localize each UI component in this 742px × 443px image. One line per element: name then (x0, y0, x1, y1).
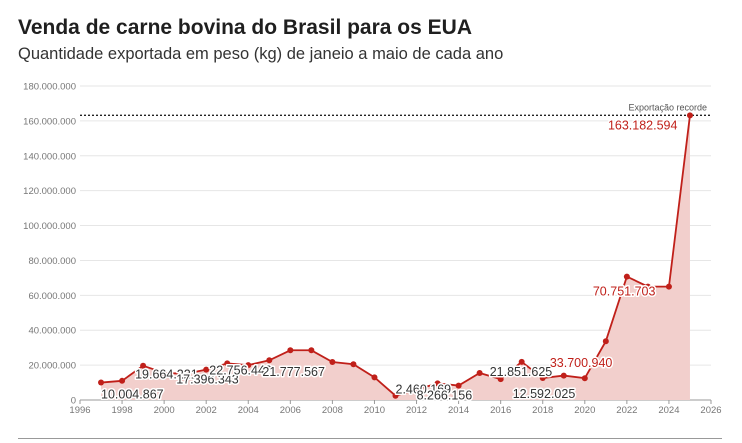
x-tick-label: 2004 (238, 405, 259, 416)
data-point (686, 112, 693, 119)
x-tick-label: 2024 (658, 405, 679, 416)
data-point (413, 386, 420, 393)
record-line-label: Exportação recorde (628, 102, 707, 112)
y-tick-label: 100.000.000 (23, 221, 76, 232)
data-point (560, 372, 567, 379)
data-point (497, 376, 504, 383)
data-labels-layer: 10.004.867 19.664.22117.396.34322.756.442… (100, 117, 679, 404)
y-tick-label: 20.000.000 (28, 361, 76, 372)
data-point (392, 392, 399, 399)
y-tick-label: 40.000.000 (28, 326, 76, 337)
data-label: 17.396.343 (176, 373, 239, 387)
data-label: 22.756.442 (209, 363, 272, 377)
y-tick-label: 140.000.000 (23, 151, 76, 162)
x-tick-label: 2026 (700, 405, 721, 416)
x-tick-label: 2016 (490, 405, 511, 416)
data-label: 10.004.867 (101, 388, 164, 402)
x-tick-label: 1998 (111, 405, 132, 416)
data-point (182, 370, 189, 377)
x-tick-label: 2022 (616, 405, 637, 416)
x-tick-label: 2014 (448, 405, 469, 416)
data-point (644, 283, 651, 290)
data-label: 19.664.221 (135, 368, 198, 382)
x-tick-label: 2000 (154, 405, 175, 416)
x-tick-label: 2006 (280, 405, 301, 416)
data-point (539, 375, 546, 382)
data-point (161, 369, 168, 376)
data-point (287, 347, 294, 354)
data-point (623, 273, 630, 280)
x-tick-label: 2018 (532, 405, 553, 416)
data-point (371, 374, 378, 381)
data-point (455, 382, 462, 389)
axis-labels: 0 20.000.000 40.000.000 60.000.000 80.000.00… (23, 82, 721, 417)
y-tick-label: 80.000.000 (28, 256, 76, 267)
x-tick-label: 1996 (69, 405, 90, 416)
data-point (308, 347, 315, 354)
data-label: 2.460.169 (396, 383, 452, 397)
x-tick-label: 2012 (406, 405, 427, 416)
y-tick-label: 0 (71, 396, 76, 407)
data-point (203, 366, 210, 373)
x-tick-label: 2010 (364, 405, 385, 416)
data-label: 33.700.940 (550, 356, 613, 370)
data-label: 21.851.625 (490, 365, 553, 379)
data-point (140, 362, 147, 369)
data-point (266, 357, 273, 364)
bottom-divider (18, 438, 722, 439)
data-point (518, 358, 525, 365)
data-points-layer (98, 112, 693, 399)
data-point (476, 369, 483, 376)
data-point (224, 360, 231, 367)
data-point (350, 361, 357, 368)
data-point (581, 375, 588, 382)
x-tick-label: 2020 (574, 405, 595, 416)
record-reference-line: Exportação recorde (80, 102, 711, 117)
data-label: 163.182.594 (608, 118, 678, 132)
data-label: 70.751.703 (593, 285, 656, 299)
data-point (602, 338, 609, 345)
data-point (119, 377, 126, 384)
data-label: 12.592.025 (513, 387, 576, 401)
data-point (329, 359, 336, 366)
x-tick-label: 2008 (322, 405, 343, 416)
data-point (665, 283, 672, 290)
x-tick-label: 2002 (196, 405, 217, 416)
y-tick-label: 120.000.000 (23, 186, 76, 197)
y-tick-label: 180.000.000 (23, 82, 76, 93)
data-point (434, 380, 441, 387)
data-point (245, 362, 252, 369)
chart-title: Venda de carne bovina do Brasil para os … (18, 16, 472, 39)
chart-subtitle: Quantidade exportada em peso (kg) de jan… (18, 45, 504, 63)
y-tick-label: 60.000.000 (28, 291, 76, 302)
y-tick-label: 160.000.000 (23, 116, 76, 127)
data-label: 21.777.567 (262, 365, 325, 379)
data-point (98, 379, 105, 386)
data-label: 8.266.156 (417, 389, 473, 403)
